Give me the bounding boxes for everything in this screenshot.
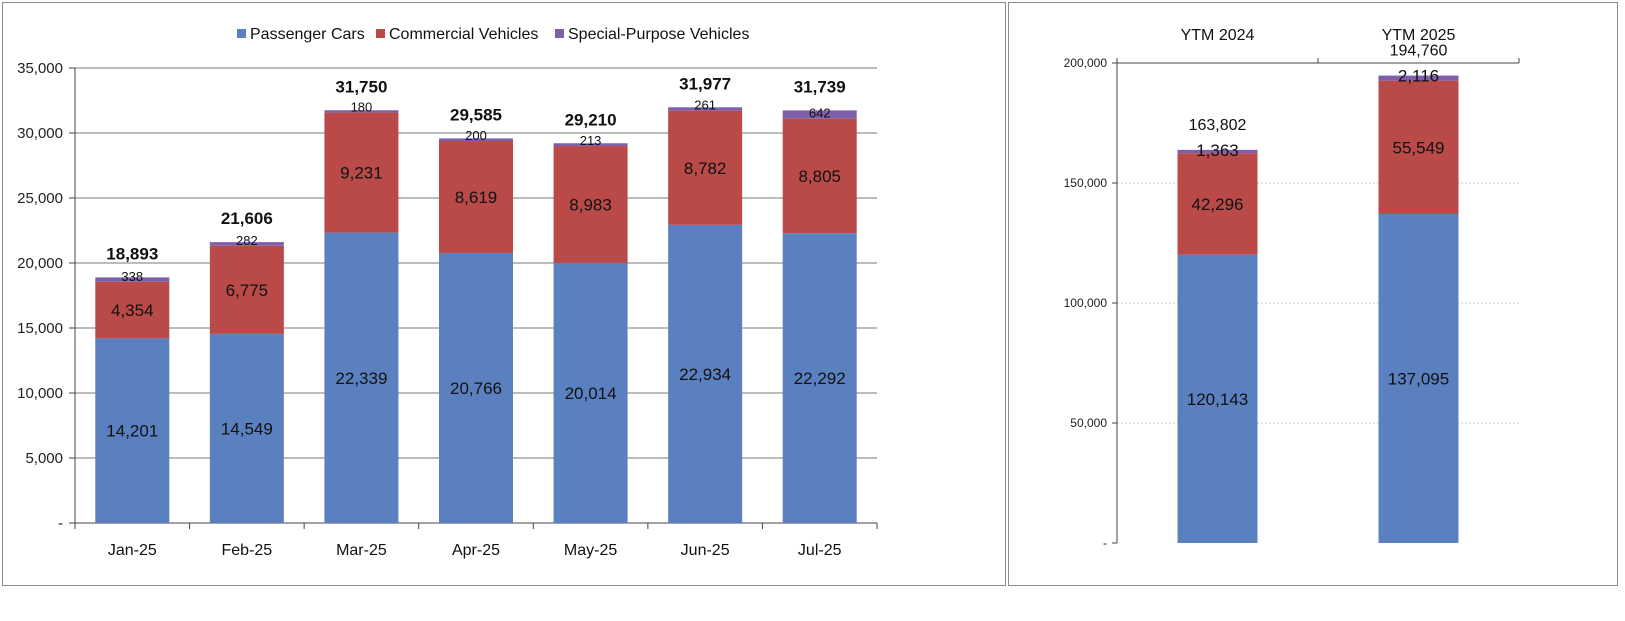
y-tick-label: 100,000 — [1064, 296, 1108, 310]
bar-segment-special-purpose-vehicles — [553, 143, 628, 147]
data-label-total: 21,606 — [221, 209, 273, 228]
ytm-sales-chart-panel: - 50,000 100,000 150,000 200,000 120,143 42,29… — [1008, 2, 1618, 586]
y-tick-label: 25,000 — [17, 190, 63, 207]
data-label-total: 31,739 — [794, 77, 846, 96]
bar-segment-special-purpose-vehicles — [95, 277, 170, 282]
data-label-commercial-vehicles: 4,354 — [111, 301, 154, 320]
y-tick-label: 30,000 — [17, 125, 63, 142]
data-label-passenger-cars: 22,339 — [335, 369, 387, 388]
y-tick-label: 15,000 — [17, 320, 63, 337]
data-label-total: 163,802 — [1189, 117, 1247, 134]
bar-segment-commercial-vehicles — [95, 281, 170, 339]
bar-segment-commercial-vehicles — [1177, 153, 1258, 255]
bar-segment-special-purpose-vehicles — [1378, 75, 1459, 81]
data-label-commercial-vehicles: 9,231 — [340, 164, 383, 183]
x-tick-label: YTM 2025 — [1382, 27, 1456, 44]
data-label-special-purpose-vehicles: 642 — [809, 106, 831, 121]
data-label-passenger-cars: 22,934 — [679, 365, 731, 384]
bar-segment-commercial-vehicles — [324, 112, 399, 233]
data-label-passenger-cars: 14,549 — [221, 419, 273, 438]
data-label-passenger-cars: 14,201 — [106, 422, 158, 441]
data-label-special-purpose-vehicles: 180 — [351, 100, 373, 115]
legend-label-commercial-vehicles: Commercial Vehicles — [389, 26, 538, 43]
data-label-special-purpose-vehicles: 338 — [121, 269, 143, 284]
y-tick-label: 150,000 — [1064, 176, 1108, 190]
data-label-commercial-vehicles: 8,805 — [798, 167, 841, 186]
monthly-sales-chart: - 5,000 10,000 15,000 20,000 25,000 30,000 35,0… — [17, 26, 878, 559]
bar-segment-passenger-cars — [782, 233, 857, 524]
bar-segment-passenger-cars — [209, 333, 284, 523]
data-label-passenger-cars: 20,766 — [450, 379, 502, 398]
x-tick-label: May-25 — [564, 542, 617, 559]
data-label-passenger-cars: 137,095 — [1388, 369, 1449, 388]
y-tick-label: - — [58, 515, 63, 532]
data-label-passenger-cars: 20,014 — [565, 384, 617, 403]
data-label-special-purpose-vehicles: 213 — [580, 133, 602, 148]
bar-segment-passenger-cars — [1177, 254, 1258, 543]
data-label-total: 29,210 — [565, 110, 617, 129]
y-tick-label: 20,000 — [17, 255, 63, 272]
legend-label-special-purpose-vehicles: Special-Purpose Vehicles — [568, 26, 749, 43]
legend-label-passenger-cars: Passenger Cars — [250, 26, 365, 43]
bar-segment-special-purpose-vehicles — [439, 138, 513, 141]
y-tick-label: - — [1103, 536, 1107, 550]
data-label-total: 29,585 — [450, 105, 502, 124]
data-label-special-purpose-vehicles: 2,116 — [1398, 67, 1439, 86]
data-label-commercial-vehicles: 55,549 — [1393, 138, 1445, 157]
data-label-total: 31,750 — [335, 77, 387, 96]
data-label-passenger-cars: 22,292 — [794, 369, 846, 388]
y-tick-label: 35,000 — [17, 60, 63, 77]
data-label-special-purpose-vehicles: 200 — [465, 128, 487, 143]
ytm-sales-chart: - 50,000 100,000 150,000 200,000 120,143 42,29… — [1064, 27, 1520, 550]
data-label-total: 18,893 — [106, 244, 158, 263]
y-tick-label: 5,000 — [25, 450, 63, 467]
data-label-total: 31,977 — [679, 74, 731, 93]
x-tick-label: Jun-25 — [681, 542, 730, 559]
data-label-commercial-vehicles: 42,296 — [1192, 195, 1244, 214]
bar-segment-special-purpose-vehicles — [209, 242, 284, 246]
x-tick-label: Jul-25 — [798, 542, 842, 559]
bar-segment-special-purpose-vehicles — [1177, 149, 1258, 154]
legend-swatch-passenger-cars — [237, 29, 246, 38]
bar-segment-passenger-cars — [324, 232, 399, 523]
legend-swatch-commercial-vehicles — [376, 29, 385, 38]
data-label-special-purpose-vehicles: 282 — [236, 233, 258, 248]
y-tick-label: 50,000 — [1070, 416, 1107, 430]
y-tick-label: 200,000 — [1064, 56, 1108, 70]
bar-segment-passenger-cars — [95, 338, 170, 523]
x-tick-label: Apr-25 — [452, 542, 500, 559]
data-label-passenger-cars: 120,143 — [1187, 390, 1248, 409]
monthly-sales-chart-panel: - 5,000 10,000 15,000 20,000 25,000 30,000 35,0… — [2, 2, 1006, 586]
legend-swatch-special-purpose-vehicles — [555, 29, 564, 38]
bar-segment-commercial-vehicles — [439, 140, 513, 254]
bar-segment-special-purpose-vehicles — [782, 110, 857, 119]
data-label-commercial-vehicles: 8,782 — [684, 159, 727, 178]
bar-segment-special-purpose-vehicles — [668, 107, 743, 111]
x-tick-label: Jan-25 — [108, 542, 157, 559]
bar-segment-commercial-vehicles — [1378, 80, 1459, 214]
x-tick-label: Feb-25 — [222, 542, 273, 559]
bar-segment-commercial-vehicles — [782, 118, 857, 234]
bar-segment-passenger-cars — [439, 253, 513, 524]
bar-segment-passenger-cars — [553, 262, 628, 523]
y-tick-label: 10,000 — [17, 385, 63, 402]
data-label-commercial-vehicles: 8,619 — [455, 188, 498, 207]
x-tick-label: YTM 2024 — [1181, 27, 1255, 44]
data-label-commercial-vehicles: 6,775 — [226, 281, 269, 300]
x-tick-label: Mar-25 — [336, 542, 387, 559]
bar-segment-passenger-cars — [668, 224, 743, 523]
bar-segment-commercial-vehicles — [553, 146, 628, 263]
bar-segment-passenger-cars — [1378, 213, 1459, 544]
bar-segment-commercial-vehicles — [209, 245, 284, 334]
bar-segment-special-purpose-vehicles — [324, 110, 399, 113]
bar-segment-commercial-vehicles — [668, 110, 743, 225]
data-label-total: 194,760 — [1390, 43, 1448, 60]
data-label-special-purpose-vehicles: 261 — [694, 98, 716, 113]
data-label-special-purpose-vehicles: 1,363 — [1196, 141, 1239, 160]
data-label-commercial-vehicles: 8,983 — [569, 195, 612, 214]
